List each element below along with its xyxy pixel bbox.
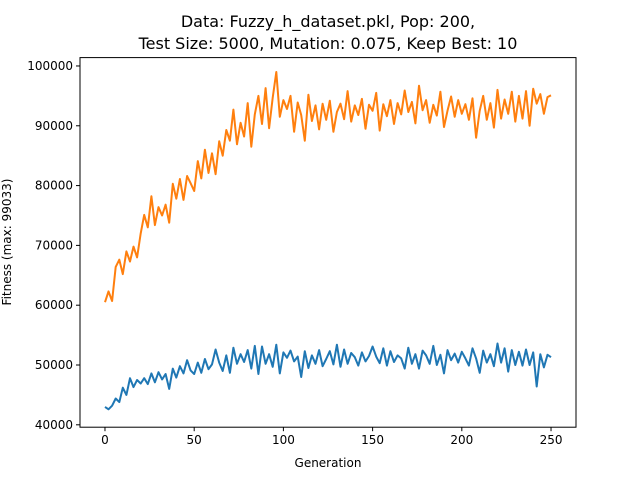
y-tick-label: 60000	[35, 298, 73, 312]
x-axis-label: Generation	[295, 456, 362, 470]
x-tick-label: 100	[272, 433, 295, 447]
x-tick-label: 0	[101, 433, 109, 447]
y-tick-label: 40000	[35, 418, 73, 432]
series-lines	[104, 71, 552, 411]
chart-title-line-1: Data: Fuzzy_h_dataset.pkl, Pop: 200,	[181, 12, 475, 32]
y-tick-label: 50000	[35, 358, 73, 372]
y-tick-label: 80000	[35, 179, 73, 193]
chart-title-line-2: Test Size: 5000, Mutation: 0.075, Keep B…	[138, 34, 518, 53]
y-axis-label: Fitness (max: 99033)	[0, 179, 14, 306]
series-line-2	[104, 71, 552, 303]
x-tick-label: 150	[361, 433, 384, 447]
y-tick-label: 100000	[27, 59, 73, 73]
x-tick-label: 250	[540, 433, 563, 447]
axis-ticks: 0 50 100 150 200 250 40000 50000 60000 70000 80000…	[27, 59, 562, 447]
plot-frame	[79, 57, 577, 428]
x-tick-label: 200	[450, 433, 473, 447]
y-tick-label: 70000	[35, 238, 73, 252]
series-line-1	[104, 342, 552, 411]
x-tick-label: 50	[187, 433, 202, 447]
y-tick-label: 90000	[35, 119, 73, 133]
